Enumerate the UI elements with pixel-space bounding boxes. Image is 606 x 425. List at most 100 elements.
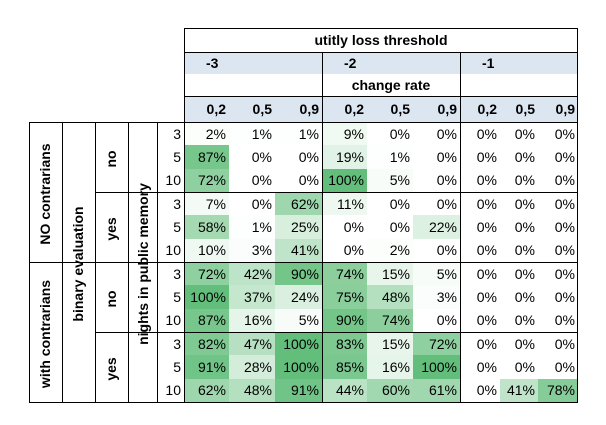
table-cell: 48%	[367, 285, 413, 309]
grid-line	[184, 28, 185, 402]
table-cell: 41%	[500, 378, 538, 402]
table-cell: 0%	[229, 168, 275, 192]
table-cell: 0%	[367, 215, 413, 239]
table-cell: 0%	[538, 122, 578, 146]
table-cell: 83%	[322, 331, 367, 356]
table-cell: 82%	[184, 331, 229, 356]
table-cell: 15%	[367, 331, 413, 356]
table-cell: 9%	[322, 122, 367, 146]
table-cell: 5%	[275, 308, 322, 332]
table-cell: 0%	[460, 285, 500, 309]
change-rate-title: change rate	[351, 77, 431, 93]
table-cell: 1%	[229, 215, 275, 239]
table-cell: 0%	[500, 238, 538, 262]
table-cell: 0%	[500, 191, 538, 216]
rate-header-7: 0,5	[515, 101, 535, 117]
table-cell: 0%	[500, 215, 538, 239]
table-cell: 61%	[413, 378, 460, 402]
rate-header-4: 0,5	[390, 101, 410, 117]
nights-value: 5	[173, 288, 181, 305]
grid-line	[184, 28, 578, 29]
table-cell: 28%	[229, 355, 275, 379]
table-cell: 78%	[538, 378, 578, 402]
table-cell: 0%	[322, 215, 367, 239]
threshold-header-2: -1	[460, 52, 578, 74]
threshold-header-0: -3	[184, 52, 322, 74]
table-cell: 0%	[538, 355, 578, 379]
binary-evaluation-value-2: no	[103, 290, 119, 308]
table-cell: 91%	[275, 378, 322, 402]
table-cell: 100%	[275, 355, 322, 379]
table-cell: 0%	[538, 331, 578, 356]
table-cell: 0%	[460, 168, 500, 192]
table-cell: 72%	[413, 331, 460, 356]
nights-value: 10	[165, 382, 181, 399]
contrarians-label-0: NO contrarians	[37, 143, 53, 245]
nights-value: 3	[173, 265, 181, 282]
table-cell: 100%	[275, 331, 322, 356]
nights-value: 10	[165, 172, 181, 189]
nights-value: 10	[165, 242, 181, 259]
table-cell: 0%	[460, 145, 500, 169]
table-cell: 0%	[538, 145, 578, 169]
table-cell: 0%	[538, 215, 578, 239]
rate-header-3: 0,2	[344, 101, 364, 117]
table-cell: 0%	[229, 145, 275, 169]
table-cell: 90%	[275, 261, 322, 286]
table-cell: 7%	[184, 191, 229, 216]
table-cell: 3%	[229, 238, 275, 262]
table-cell: 0%	[367, 191, 413, 216]
nights-value: 5	[173, 148, 181, 165]
table-cell: 0%	[460, 238, 500, 262]
binary-evaluation-label: binary evaluation	[70, 206, 86, 322]
table-cell: 0%	[367, 122, 413, 146]
grid-line	[184, 52, 578, 53]
table-cell: 1%	[229, 122, 275, 146]
table-cell: 85%	[322, 355, 367, 379]
table-cell: 0%	[538, 261, 578, 286]
rate-header-2: 0,9	[299, 101, 319, 117]
table-cell: 0%	[460, 261, 500, 286]
table-cell: 48%	[229, 378, 275, 402]
table-cell: 0%	[413, 308, 460, 332]
table-cell: 0%	[413, 191, 460, 216]
table-cell: 19%	[322, 145, 367, 169]
table-cell: 25%	[275, 215, 322, 239]
table-cell: 0%	[460, 215, 500, 239]
table-cell: 2%	[367, 238, 413, 262]
table-cell: 0%	[500, 145, 538, 169]
table-cell: 0%	[460, 122, 500, 146]
table-cell: 0%	[538, 168, 578, 192]
table-cell: 74%	[322, 261, 367, 286]
table-cell: 0%	[413, 168, 460, 192]
nights-value: 5	[173, 218, 181, 235]
binary-evaluation-value-0: no	[103, 150, 119, 168]
table-cell: 1%	[275, 122, 322, 146]
table-cell: 91%	[184, 355, 229, 379]
table-cell: 37%	[229, 285, 275, 309]
binary-evaluation-value-1: yes	[103, 217, 119, 241]
table-cell: 74%	[367, 308, 413, 332]
table-cell: 0%	[538, 238, 578, 262]
table-cell: 0%	[500, 308, 538, 332]
table-cell: 0%	[460, 308, 500, 332]
contrarians-label-1: with contrarians	[37, 279, 53, 389]
rate-header-8: 0,9	[555, 101, 575, 117]
nights-value: 3	[173, 335, 181, 352]
grid-line	[29, 261, 578, 263]
table-cell: 0%	[275, 168, 322, 192]
table-cell: 16%	[367, 355, 413, 379]
threshold-header-1: -2	[322, 52, 460, 74]
nights-value: 3	[173, 125, 181, 142]
table-cell: 72%	[184, 261, 229, 286]
table-cell: 3%	[413, 285, 460, 309]
table-cell: 0%	[500, 261, 538, 286]
table-cell: 0%	[413, 122, 460, 146]
table-cell: 58%	[184, 215, 229, 239]
table-cell: 0%	[229, 191, 275, 216]
threshold-title: utitly loss threshold	[314, 32, 448, 48]
table-cell: 0%	[500, 331, 538, 356]
table-cell: 10%	[184, 238, 229, 262]
table-cell: 62%	[184, 378, 229, 402]
